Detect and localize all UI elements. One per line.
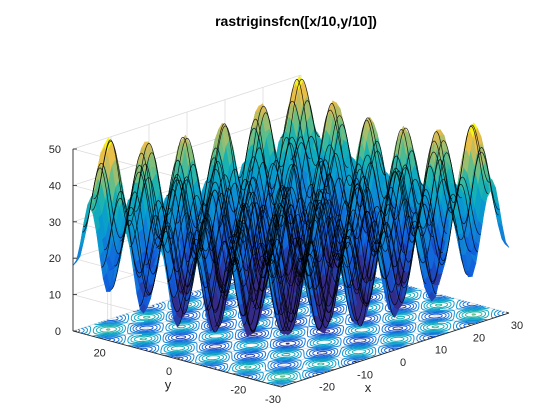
- y-tick-mark-3: [107, 338, 111, 341]
- x-tick-mark-1: [353, 360, 358, 363]
- y-tick-mark-2: [176, 357, 181, 360]
- z-tick-label-4: 40: [49, 180, 61, 192]
- y-tick-label-1: -20: [230, 385, 246, 397]
- z-tick-label-0: 0: [55, 326, 61, 338]
- x-tick-mark-4: [467, 323, 472, 326]
- x-tick-label-3: 10: [435, 345, 447, 357]
- y-axis-label: y: [165, 377, 172, 392]
- x-tick-label-2: 0: [400, 357, 406, 369]
- z-tick-label-2: 20: [49, 253, 61, 265]
- y-tick-mark-1: [246, 376, 250, 379]
- x-tick-label-0: -20: [319, 382, 335, 394]
- z-tick-label-1: 10: [49, 290, 61, 302]
- x-tick-mark-2: [391, 348, 396, 351]
- rastrigin-surface: [72, 75, 510, 337]
- x-tick-label-5: 30: [511, 320, 523, 332]
- z-tick-label-3: 30: [49, 217, 61, 229]
- z-tick-label-5: 50: [49, 144, 61, 156]
- chart-title: rastriginsfcn([x/10,y/10]): [215, 13, 377, 29]
- x-tick-mark-3: [429, 336, 434, 339]
- y-tick-label-0: -30: [265, 394, 281, 406]
- x-tick-label-4: 20: [473, 332, 485, 344]
- x-tick-mark-5: [505, 311, 510, 314]
- y-tick-label-3: 20: [94, 347, 106, 359]
- y-tick-mark-0: [280, 385, 285, 388]
- x-tick-mark-0: [315, 373, 320, 376]
- x-axis-label: x: [365, 380, 372, 395]
